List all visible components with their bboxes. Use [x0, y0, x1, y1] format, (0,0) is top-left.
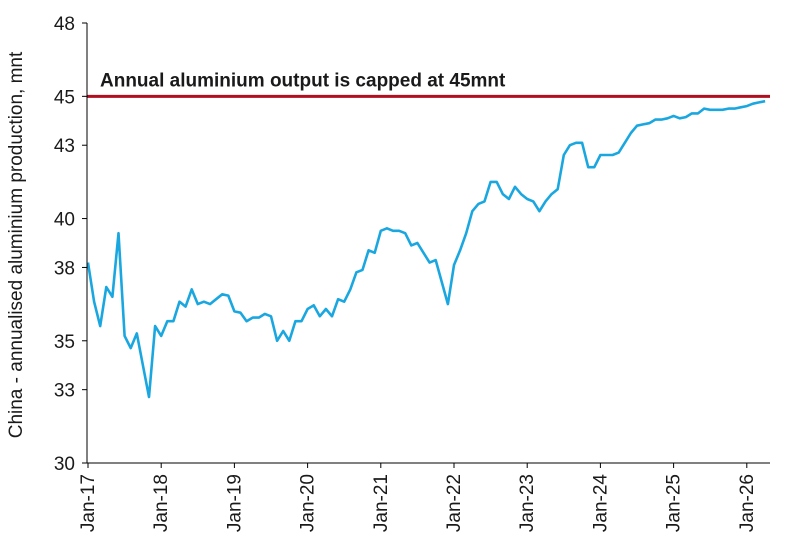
production-series-line: [86, 99, 766, 399]
x-tick-label: Jan-19: [224, 474, 245, 532]
x-tick-label: Jan-21: [371, 474, 392, 532]
y-tick-label: 30: [54, 454, 75, 475]
y-axis-label: China - annualised aluminium production,…: [6, 51, 27, 438]
y-tick-label: 43: [54, 136, 75, 157]
y-tick-label: 38: [54, 258, 75, 279]
x-axis-ticks: Jan-17 Jan-18 Jan-19 Jan-20 Jan-21 Jan-22 Jan-…: [78, 463, 758, 532]
x-tick-label: Jan-25: [664, 474, 685, 532]
x-tick-label: Jan-22: [444, 474, 465, 532]
y-axis-ticks: 30 33 35 38 40 43 45 48: [54, 14, 87, 475]
y-tick-label: 45: [54, 87, 75, 108]
x-tick-label: Jan-23: [517, 474, 538, 532]
y-tick-label: 48: [54, 14, 75, 35]
x-tick-label: Jan-17: [78, 474, 99, 532]
cap-annotation: Annual aluminium output is capped at 45m…: [100, 70, 506, 91]
x-tick-label: Jan-20: [298, 474, 319, 532]
x-tick-label: Jan-18: [151, 474, 172, 532]
x-tick-label: Jan-26: [737, 474, 758, 532]
y-tick-label: 33: [54, 381, 75, 402]
x-tick-label: Jan-24: [590, 474, 611, 533]
y-tick-label: 40: [54, 210, 75, 231]
y-tick-label: 35: [54, 332, 75, 353]
